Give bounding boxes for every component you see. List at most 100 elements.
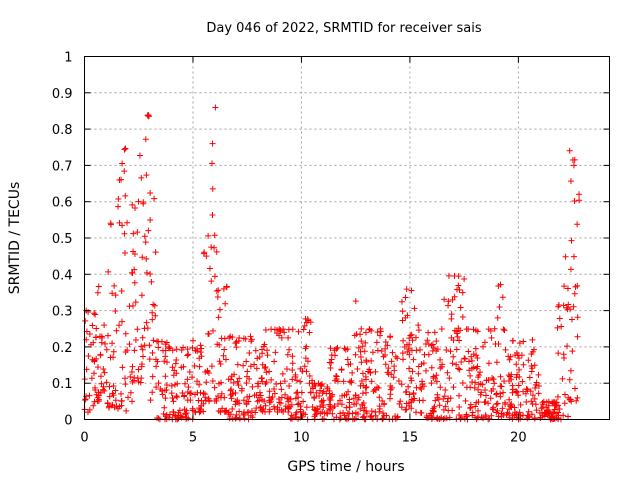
data-point: [510, 337, 517, 344]
data-point: [306, 329, 313, 336]
data-point: [409, 368, 416, 375]
data-point: [197, 406, 204, 413]
data-point: [359, 402, 366, 409]
data-point: [209, 378, 216, 385]
data-point: [262, 402, 269, 409]
data-point: [246, 393, 253, 400]
data-point: [184, 388, 191, 395]
data-point: [287, 396, 294, 403]
data-point: [130, 248, 137, 255]
data-point: [479, 381, 486, 388]
data-point: [516, 409, 523, 416]
data-point: [121, 375, 128, 382]
data-point: [345, 361, 352, 368]
data-point: [185, 351, 192, 358]
data-point: [146, 342, 153, 349]
data-point: [334, 378, 341, 385]
data-point: [349, 410, 356, 417]
data-point: [430, 408, 437, 415]
data-point: [456, 366, 463, 373]
data-point: [324, 385, 331, 392]
data-point: [292, 395, 299, 402]
data-point: [433, 338, 440, 345]
data-point: [455, 325, 462, 332]
data-point: [407, 332, 414, 339]
data-point: [402, 389, 409, 396]
data-point: [377, 332, 384, 339]
data-point: [501, 327, 508, 334]
data-point: [288, 401, 295, 408]
data-point: [126, 303, 133, 310]
data-point: [278, 334, 285, 341]
chart-title: Day 046 of 2022, SRMTID for receiver sai…: [206, 21, 482, 36]
data-point: [433, 378, 440, 385]
data-point: [444, 398, 451, 405]
data-point: [509, 382, 516, 389]
data-point: [149, 373, 156, 380]
data-point: [445, 272, 452, 279]
data-point: [205, 232, 212, 239]
data-point: [283, 366, 290, 373]
data-point: [517, 401, 524, 408]
data-point: [155, 344, 162, 351]
data-point: [480, 415, 487, 422]
data-point: [516, 366, 523, 373]
data-point: [211, 244, 218, 251]
data-point: [181, 406, 188, 413]
data-point: [447, 395, 454, 402]
data-point: [170, 398, 177, 405]
data-point: [215, 287, 222, 294]
data-point: [173, 346, 180, 353]
data-point: [110, 383, 117, 390]
data-point: [562, 391, 569, 398]
data-point: [483, 392, 490, 399]
data-point: [149, 309, 156, 316]
data-point: [312, 407, 319, 414]
data-point: [211, 384, 218, 391]
data-point: [211, 232, 218, 239]
data-point: [143, 172, 150, 179]
data-point: [271, 403, 278, 410]
data-point: [252, 409, 259, 416]
data-point: [387, 333, 394, 340]
data-point: [243, 400, 250, 407]
data-point: [354, 411, 361, 418]
data-point: [374, 347, 381, 354]
data-point: [315, 380, 322, 387]
data-point: [466, 367, 473, 374]
data-point: [142, 239, 149, 246]
data-point: [354, 366, 361, 373]
data-point: [529, 348, 536, 355]
data-point: [198, 345, 205, 352]
data-point: [135, 366, 142, 373]
data-point: [455, 282, 462, 289]
data-point: [527, 388, 534, 395]
y-tick-label: 0.4: [52, 268, 73, 283]
data-point: [257, 392, 264, 399]
data-point: [142, 136, 149, 143]
data-point: [208, 278, 215, 285]
data-point: [500, 326, 507, 333]
data-point: [563, 304, 570, 311]
data-point: [457, 304, 464, 311]
data-point: [169, 364, 176, 371]
data-point: [372, 412, 379, 419]
data-point: [483, 377, 490, 384]
data-point: [437, 356, 444, 363]
data-point: [425, 329, 432, 336]
data-point: [184, 352, 191, 359]
data-point: [111, 404, 118, 411]
data-point: [344, 346, 351, 353]
data-point: [469, 409, 476, 416]
data-point: [227, 333, 234, 340]
data-point: [367, 413, 374, 420]
data-point: [420, 383, 427, 390]
data-point: [86, 406, 93, 413]
data-point: [153, 363, 160, 370]
data-point: [442, 387, 449, 394]
data-point: [555, 303, 562, 310]
data-point: [362, 376, 369, 383]
data-point: [470, 351, 477, 358]
data-point: [169, 347, 176, 354]
data-point: [92, 311, 99, 318]
